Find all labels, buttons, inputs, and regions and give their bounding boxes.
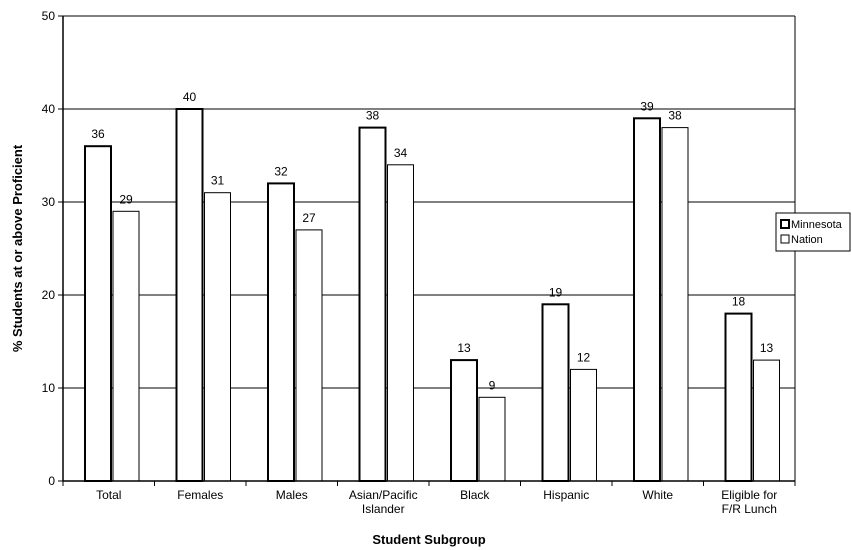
y-tick-label-30: 30 xyxy=(42,195,56,209)
category-label-7-0: Eligible for xyxy=(721,488,777,502)
category-label-4-0: Black xyxy=(460,488,490,502)
bar-minnesota-3 xyxy=(358,126,387,482)
data-label-minnesota-0: 36 xyxy=(91,127,105,141)
y-tick-label-50: 50 xyxy=(42,9,56,23)
legend-label-nation: Nation xyxy=(791,234,823,246)
bar-minnesota-4 xyxy=(450,359,478,483)
y-tick-label-0: 0 xyxy=(48,474,55,488)
data-label-minnesota-7: 18 xyxy=(732,295,746,309)
y-tick-label-40: 40 xyxy=(42,102,56,116)
bars xyxy=(84,108,780,483)
data-label-nation-0: 29 xyxy=(119,192,133,206)
bar-minnesota-1 xyxy=(175,108,204,482)
bar-minnesota-2 xyxy=(267,182,295,482)
data-label-nation-2: 27 xyxy=(302,211,316,225)
bar-nation-2 xyxy=(295,229,323,482)
bar-nation-6 xyxy=(661,127,689,482)
data-label-minnesota-6: 39 xyxy=(640,99,654,113)
bar-nation-5 xyxy=(570,368,597,482)
bar-nation-7 xyxy=(753,359,780,482)
legend: Minnesota Nation xyxy=(775,212,851,252)
data-label-nation-6: 38 xyxy=(668,109,682,123)
category-label-1-0: Females xyxy=(177,488,223,502)
data-label-minnesota-2: 32 xyxy=(274,164,288,178)
category-label-3-1: Islander xyxy=(362,502,405,516)
data-label-nation-5: 12 xyxy=(577,350,591,364)
x-axis-title: Student Subgroup xyxy=(372,532,485,547)
data-label-nation-7: 13 xyxy=(760,341,774,355)
data-label-nation-3: 34 xyxy=(394,146,408,160)
y-tick-labels: 0 10 20 30 40 50 xyxy=(42,9,56,488)
bar-nation-0 xyxy=(112,210,140,482)
bar-minnesota-6 xyxy=(633,117,661,483)
y-axis-title: % Students at or above Proficient xyxy=(10,144,25,352)
y-tick-label-20: 20 xyxy=(42,288,56,302)
legend-swatch-nation xyxy=(780,234,790,244)
y-tick-label-10: 10 xyxy=(42,381,56,395)
bar-nation-4 xyxy=(478,396,506,482)
legend-label-minnesota: Minnesota xyxy=(791,219,843,231)
data-label-minnesota-1: 40 xyxy=(183,90,197,104)
data-labels: 36 40 32 38 13 19 39 18 29 31 27 34 9 12 38 13 xyxy=(91,90,773,392)
category-label-3-0: Asian/Pacific xyxy=(349,488,418,502)
data-label-minnesota-4: 13 xyxy=(457,341,471,355)
category-label-5-0: Hispanic xyxy=(543,488,589,502)
bar-nation-1 xyxy=(204,192,231,482)
bar-minnesota-0 xyxy=(84,145,112,482)
category-label-0-0: Total xyxy=(96,488,121,502)
category-label-2-0: Males xyxy=(276,488,308,502)
data-label-nation-1: 31 xyxy=(211,174,225,188)
category-label-7-1: F/R Lunch xyxy=(722,502,777,516)
data-label-minnesota-3: 38 xyxy=(366,109,380,123)
bar-minnesota-5 xyxy=(541,303,570,482)
bar-minnesota-7 xyxy=(724,312,753,482)
legend-swatch-minnesota xyxy=(780,219,790,229)
category-label-6-0: White xyxy=(642,488,673,502)
bar-nation-3 xyxy=(387,164,414,482)
data-label-minnesota-5: 19 xyxy=(549,285,563,299)
data-label-nation-4: 9 xyxy=(489,378,496,392)
